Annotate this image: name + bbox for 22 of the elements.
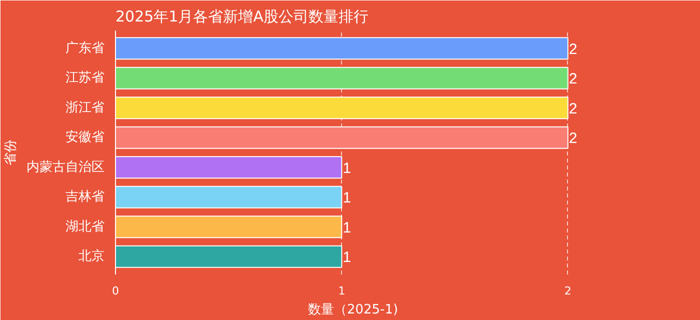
y-tick-label: 安徽省 (66, 129, 104, 146)
y-tick-label: 吉林省 (66, 190, 104, 205)
y-tick-label: 北京 (78, 249, 104, 264)
data-label: 2 (568, 70, 578, 88)
y-tick-label: 广东省 (66, 40, 104, 56)
data-label: 1 (342, 249, 352, 266)
data-label: 1 (342, 219, 352, 236)
x-tick-label: 1 (338, 284, 346, 298)
data-label: 2 (568, 100, 578, 118)
x-tick-label: 0 (112, 284, 119, 298)
y-tick-label: 浙江省 (66, 100, 104, 116)
x-tick-label: 2 (564, 284, 572, 298)
data-label: 2 (568, 130, 578, 148)
data-label: 2 (568, 40, 578, 58)
y-axis-title: 省份 (4, 140, 18, 166)
data-label: 1 (342, 160, 352, 177)
chart-title: 2025年1月各省新增A股公司数量排行 (116, 8, 368, 26)
x-axis-title: 数量（2025-1) (308, 302, 398, 318)
data-label: 1 (342, 190, 352, 207)
y-tick-label: 湖北省 (66, 219, 104, 234)
y-tick-label: 内蒙古自治区 (26, 160, 104, 175)
y-tick-label: 江苏省 (66, 70, 104, 86)
